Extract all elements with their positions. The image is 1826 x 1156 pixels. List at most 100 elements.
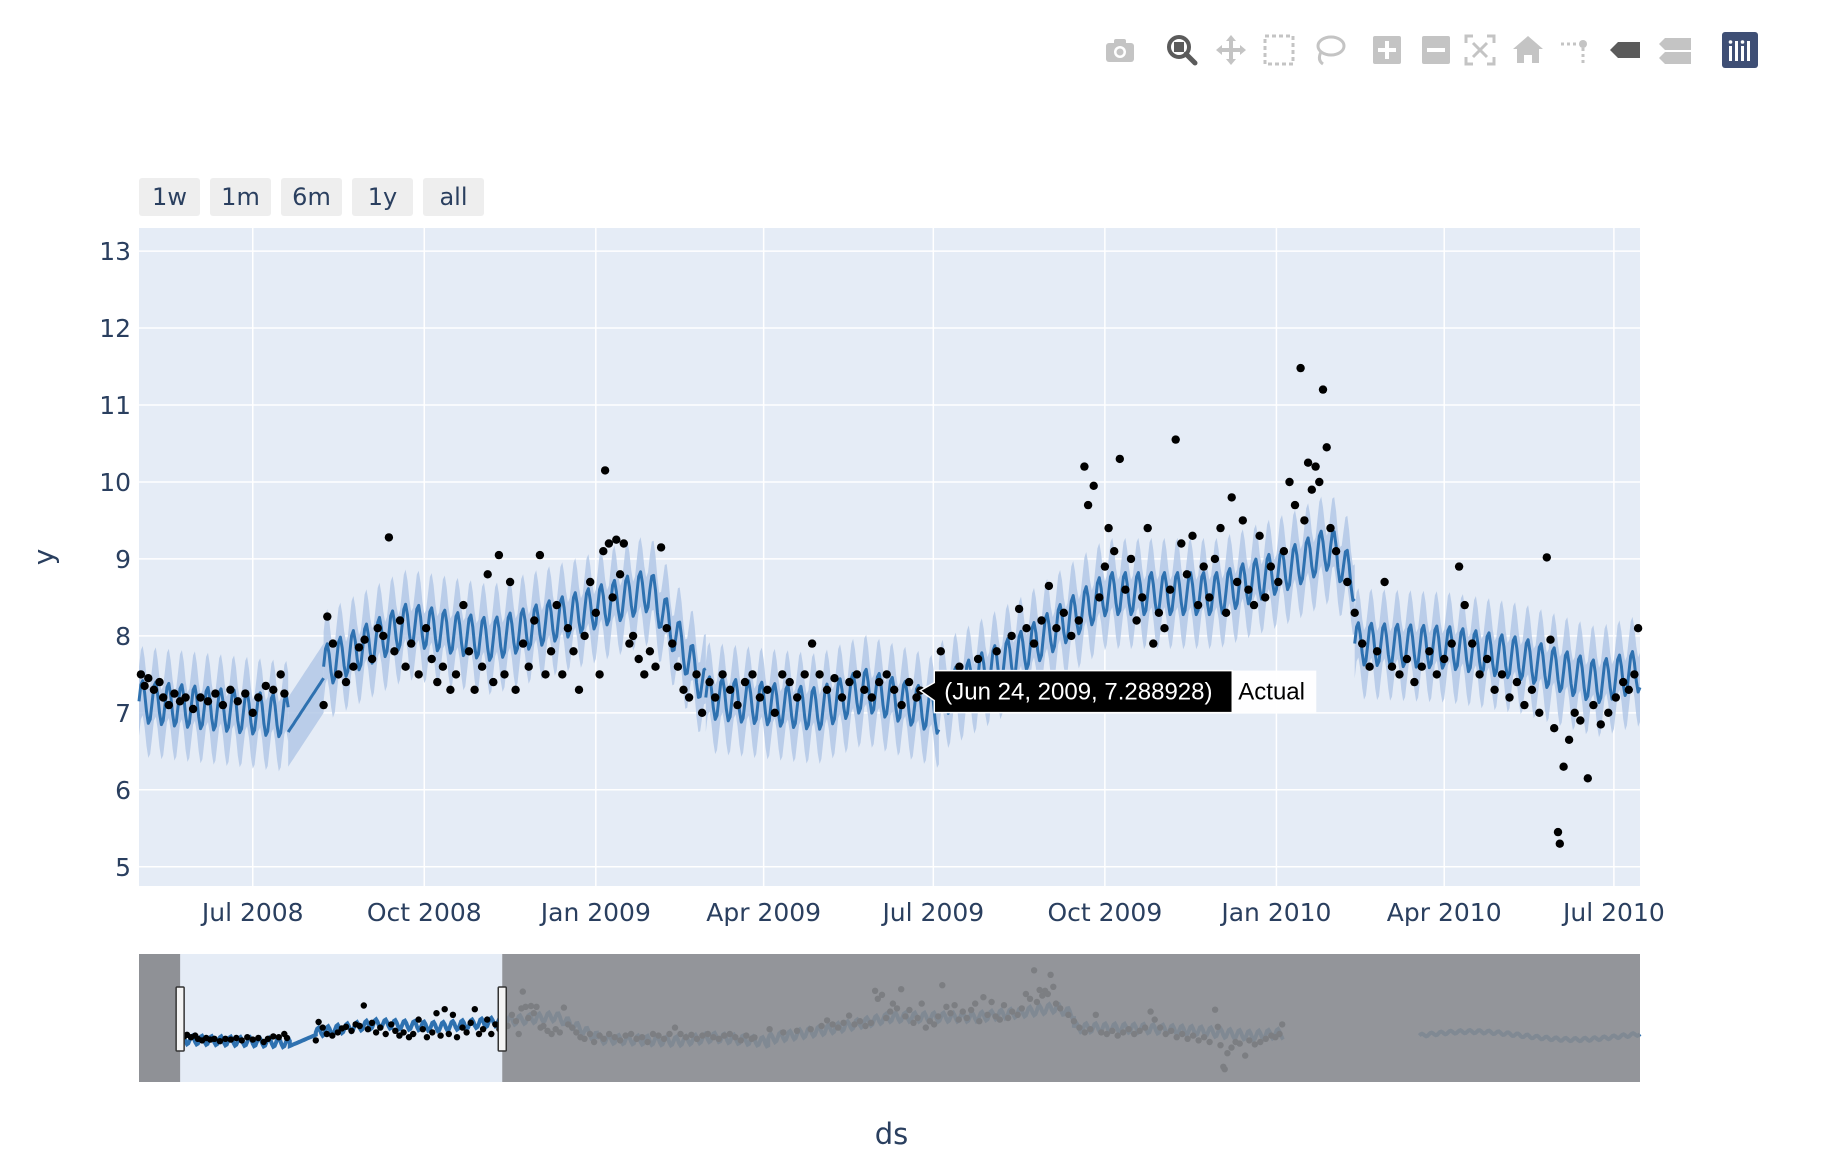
data-point[interactable] bbox=[211, 689, 220, 698]
data-point[interactable] bbox=[1630, 670, 1639, 679]
data-point[interactable] bbox=[1410, 677, 1419, 687]
data-point[interactable] bbox=[1447, 639, 1456, 648]
data-point[interactable] bbox=[1100, 562, 1110, 571]
data-point[interactable] bbox=[1149, 639, 1158, 648]
data-point[interactable] bbox=[1546, 635, 1555, 644]
data-point[interactable] bbox=[395, 616, 405, 625]
zoom-in-icon[interactable] bbox=[1367, 30, 1407, 70]
data-point[interactable] bbox=[673, 662, 683, 671]
data-point[interactable] bbox=[511, 685, 520, 694]
data-point[interactable] bbox=[334, 670, 343, 679]
data-point[interactable] bbox=[574, 685, 584, 694]
data-point[interactable] bbox=[505, 577, 515, 587]
range-button-all[interactable]: all bbox=[423, 178, 484, 216]
data-point[interactable] bbox=[1387, 662, 1397, 671]
data-point[interactable] bbox=[733, 700, 742, 710]
data-point[interactable] bbox=[1089, 481, 1098, 490]
data-point[interactable] bbox=[705, 677, 714, 687]
data-point[interactable] bbox=[973, 654, 983, 664]
data-point[interactable] bbox=[1490, 685, 1499, 694]
data-point[interactable] bbox=[599, 547, 608, 556]
data-point[interactable] bbox=[1454, 562, 1464, 571]
data-point[interactable] bbox=[718, 670, 727, 679]
data-point[interactable] bbox=[188, 704, 198, 714]
data-point[interactable] bbox=[323, 612, 332, 621]
hover-closest-icon[interactable] bbox=[1606, 30, 1646, 70]
data-point[interactable] bbox=[319, 700, 328, 710]
data-point[interactable] bbox=[1255, 531, 1264, 540]
data-point[interactable] bbox=[1535, 708, 1544, 717]
data-point[interactable] bbox=[1266, 562, 1276, 571]
data-point[interactable] bbox=[535, 550, 545, 560]
data-point[interactable] bbox=[1154, 608, 1164, 617]
data-point[interactable] bbox=[518, 639, 528, 648]
data-point[interactable] bbox=[1052, 624, 1061, 633]
data-point[interactable] bbox=[341, 677, 351, 687]
data-point[interactable] bbox=[464, 647, 474, 656]
data-point[interactable] bbox=[1550, 724, 1559, 733]
data-point[interactable] bbox=[1249, 600, 1259, 610]
data-point[interactable] bbox=[604, 539, 614, 548]
data-point[interactable] bbox=[494, 550, 504, 560]
data-point[interactable] bbox=[1303, 458, 1313, 467]
range-slider[interactable] bbox=[139, 954, 1642, 1082]
data-point[interactable] bbox=[203, 697, 213, 706]
data-point[interactable] bbox=[1315, 477, 1324, 487]
data-point[interactable] bbox=[1497, 670, 1507, 679]
data-point[interactable] bbox=[1132, 616, 1141, 625]
data-point[interactable] bbox=[619, 539, 628, 548]
data-point[interactable] bbox=[280, 689, 289, 698]
rangeslider-handle-right[interactable] bbox=[497, 986, 508, 1052]
data-point[interactable] bbox=[401, 662, 410, 671]
data-point[interactable] bbox=[1143, 523, 1152, 533]
data-point[interactable] bbox=[354, 643, 364, 652]
data-point[interactable] bbox=[837, 693, 847, 702]
data-point[interactable] bbox=[1604, 708, 1613, 717]
zoom-icon[interactable] bbox=[1162, 30, 1202, 70]
data-point[interactable] bbox=[1432, 670, 1442, 679]
data-point[interactable] bbox=[1233, 577, 1242, 587]
data-point[interactable] bbox=[1007, 631, 1016, 641]
spike-lines-icon[interactable] bbox=[1555, 30, 1595, 70]
camera-icon[interactable] bbox=[1100, 30, 1140, 70]
data-point[interactable] bbox=[530, 616, 539, 625]
data-point[interactable] bbox=[233, 697, 242, 706]
data-point[interactable] bbox=[1440, 654, 1449, 664]
data-point[interactable] bbox=[254, 693, 263, 702]
data-point[interactable] bbox=[149, 685, 159, 694]
data-point[interactable] bbox=[1482, 654, 1492, 664]
data-point[interactable] bbox=[414, 670, 423, 679]
data-point[interactable] bbox=[608, 593, 617, 602]
data-point[interactable] bbox=[1261, 593, 1270, 602]
data-point[interactable] bbox=[1624, 685, 1634, 694]
range-button-1y[interactable]: 1y bbox=[352, 178, 413, 216]
data-point[interactable] bbox=[684, 693, 694, 702]
data-point[interactable] bbox=[1182, 570, 1192, 579]
data-point[interactable] bbox=[778, 670, 787, 679]
data-point[interactable] bbox=[1193, 600, 1203, 610]
data-point[interactable] bbox=[144, 674, 153, 683]
data-point[interactable] bbox=[558, 670, 567, 679]
data-point[interactable] bbox=[1210, 554, 1220, 564]
data-point[interactable] bbox=[882, 670, 891, 679]
data-point[interactable] bbox=[1331, 547, 1341, 556]
data-point[interactable] bbox=[1216, 523, 1225, 533]
data-point[interactable] bbox=[1285, 477, 1294, 487]
data-point[interactable] bbox=[897, 700, 906, 710]
data-point[interactable] bbox=[1322, 443, 1331, 452]
data-point[interactable] bbox=[1227, 493, 1236, 502]
data-point[interactable] bbox=[261, 681, 270, 691]
data-point[interactable] bbox=[1121, 585, 1130, 594]
data-point[interactable] bbox=[1199, 562, 1208, 571]
data-point[interactable] bbox=[1083, 500, 1093, 510]
box-select-icon[interactable] bbox=[1259, 30, 1299, 70]
data-point[interactable] bbox=[1014, 604, 1024, 614]
data-point[interactable] bbox=[1318, 385, 1328, 394]
data-point[interactable] bbox=[845, 677, 854, 687]
data-point[interactable] bbox=[1177, 539, 1186, 548]
data-point[interactable] bbox=[755, 693, 765, 702]
data-point[interactable] bbox=[692, 670, 701, 679]
data-point[interactable] bbox=[367, 654, 377, 664]
data-point[interactable] bbox=[1380, 577, 1389, 587]
data-point[interactable] bbox=[1300, 516, 1309, 525]
